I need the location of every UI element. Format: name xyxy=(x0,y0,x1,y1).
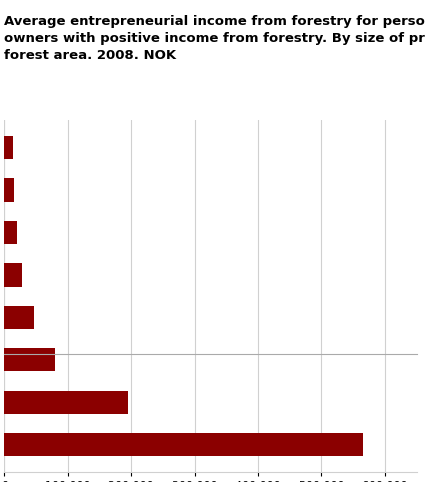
Bar xyxy=(4,348,55,372)
Bar xyxy=(4,306,34,329)
Bar xyxy=(4,390,128,414)
Bar xyxy=(4,178,14,201)
Text: Average entrepreneurial income from forestry for personal forest
owners with pos: Average entrepreneurial income from fore… xyxy=(4,15,425,62)
Bar xyxy=(4,221,17,244)
Bar xyxy=(4,136,13,159)
Bar xyxy=(4,433,363,456)
Bar xyxy=(4,263,22,286)
